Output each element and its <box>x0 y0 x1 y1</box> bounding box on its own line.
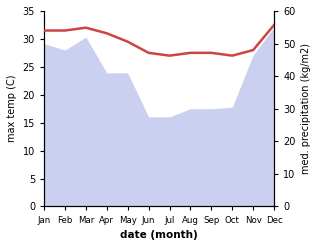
X-axis label: date (month): date (month) <box>120 230 198 240</box>
Y-axis label: max temp (C): max temp (C) <box>7 75 17 143</box>
Y-axis label: med. precipitation (kg/m2): med. precipitation (kg/m2) <box>301 43 311 174</box>
